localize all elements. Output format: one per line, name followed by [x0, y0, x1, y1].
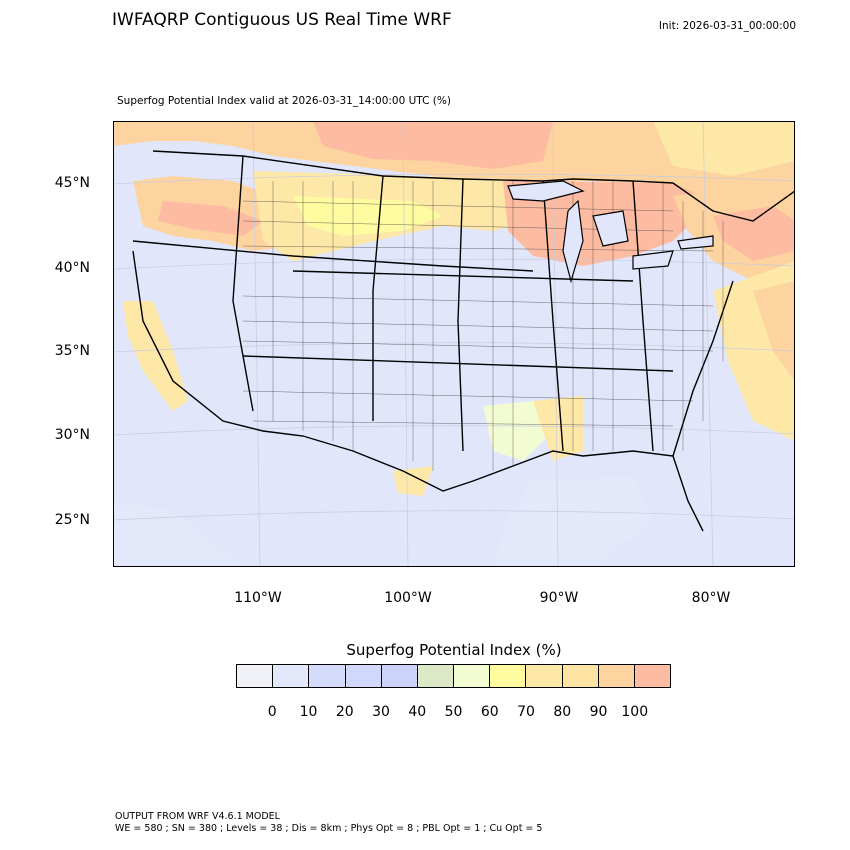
lon-label-100w: 100°W [384, 590, 432, 606]
texas-louisiana-fog-region [483, 401, 553, 461]
lat-label-30: 30°N [54, 427, 90, 443]
plains-state-border [457, 178, 464, 452]
atlantic-offshore-fog-region [753, 281, 795, 381]
us-southern-border [132, 250, 704, 532]
colorbar-label-20: 20 [335, 704, 354, 720]
mexico-fog-patch [393, 466, 433, 496]
lat-label-35: 35°N [54, 343, 90, 359]
lon-label-110w: 110°W [234, 590, 282, 606]
colorbar-label-100: 100 [621, 704, 649, 720]
colorbar-label-30: 30 [372, 704, 390, 720]
pacific-northwest-core [158, 201, 263, 236]
colorbar-swatch-0 [237, 665, 274, 687]
colorbar-swatch-7 [490, 665, 527, 687]
colorbar-label-10: 10 [299, 704, 318, 720]
map-panel [113, 121, 795, 567]
mississippi-fog-region [533, 396, 583, 461]
california-coast-fog-region [123, 301, 188, 411]
northern-state-border [132, 240, 534, 272]
model-footer-line1: OUTPUT FROM WRF V4.6.1 MODEL [115, 811, 280, 822]
gulf-of-mexico [493, 476, 653, 567]
colorbar-swatch-3 [345, 665, 382, 687]
colorbar-label-50: 50 [444, 704, 463, 720]
colorbar-label-60: 60 [480, 704, 499, 720]
canada-east-fog-region [653, 121, 795, 176]
colorbar-label-40: 40 [408, 704, 427, 720]
new-england-fog-region [713, 206, 795, 261]
lat-label-40: 40°N [54, 260, 90, 276]
lon-label-80w: 80°W [691, 590, 731, 606]
init-time-label: Init: 2026-03-31_00:00:00 [658, 20, 796, 32]
lake-huron [592, 210, 629, 247]
lake-ontario [677, 235, 714, 250]
lake-superior [507, 180, 585, 202]
northeast-border [672, 182, 795, 222]
graticule [113, 121, 795, 567]
pacific-water [113, 501, 243, 567]
colorbar-label-90: 90 [589, 704, 608, 720]
lake-michigan [562, 199, 584, 284]
us-canada-border [152, 150, 674, 184]
canada-fog-region [113, 121, 795, 216]
lon-label-90w: 90°W [539, 590, 579, 606]
map-subtitle: Superfog Potential Index valid at 2026-0… [117, 95, 451, 107]
colorbar-swatch-8 [526, 665, 563, 687]
lake-erie [632, 250, 674, 270]
colorbar-label-80: 80 [553, 704, 572, 720]
mountain-state-border [372, 175, 384, 421]
colorbar-label-70: 70 [517, 704, 535, 720]
lat-label-25: 25°N [54, 512, 90, 528]
western-state-border [232, 155, 254, 412]
mid-latitude-border [292, 270, 634, 282]
eastern-state-border [632, 180, 654, 452]
canada-high-fog-region [313, 121, 553, 169]
colorbar-title: Superfog Potential Index (%) [346, 641, 562, 659]
colorbar-swatch-9 [562, 665, 599, 687]
colorbar [236, 664, 671, 688]
central-state-border [542, 180, 564, 452]
colorbar-swatch-2 [309, 665, 346, 687]
montana-fog-region [293, 196, 443, 236]
boundaries [132, 150, 795, 532]
model-footer-line2: WE = 580 ; SN = 380 ; Levels = 38 ; Dis … [115, 823, 543, 834]
colorbar-swatch-4 [381, 665, 418, 687]
colorbar-swatch-5 [417, 665, 455, 687]
county-lines [242, 181, 724, 471]
colorbar-swatch-1 [273, 665, 310, 687]
colorbar-label-0: 0 [267, 704, 277, 720]
southern-state-border [242, 355, 674, 372]
colorbar-swatch-11 [634, 665, 671, 687]
colorbar-swatch-6 [454, 665, 491, 687]
colorbar-swatch-10 [598, 665, 635, 687]
lat-label-45: 45°N [54, 175, 90, 191]
great-lakes [507, 180, 714, 284]
map-frame [113, 121, 795, 567]
page-title: IWFAQRP Contiguous US Real Time WRF [112, 10, 452, 30]
